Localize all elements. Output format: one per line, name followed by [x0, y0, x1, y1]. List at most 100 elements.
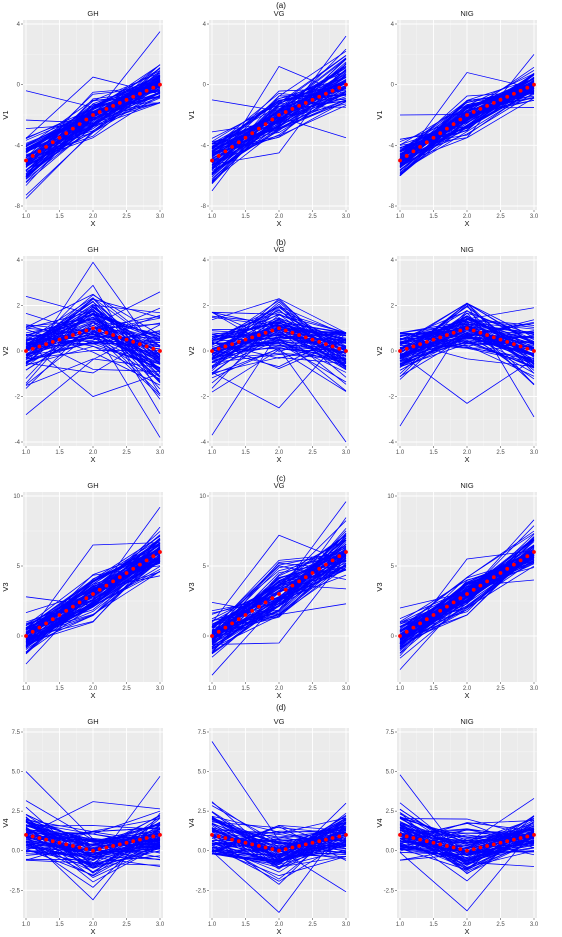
- mean-point: [24, 158, 28, 163]
- curve-line: [25, 319, 161, 335]
- x-tick-label: 2.5: [308, 922, 317, 928]
- panel-nig: NIG 1.0 1.5 2.0 2.5 3.0 -4 -2 0 2 4 X V2: [375, 245, 539, 464]
- curve-line: [211, 534, 347, 623]
- x-tick-label: 1.0: [396, 214, 405, 220]
- mean-point: [451, 845, 456, 850]
- curve-line: [25, 86, 161, 165]
- simulated-curves: [399, 54, 535, 176]
- mean-point: [77, 330, 82, 335]
- mean-point: [445, 604, 449, 609]
- curve-line: [211, 316, 347, 361]
- mean-point: [310, 97, 315, 102]
- curve-line: [211, 818, 347, 885]
- mean-point: [57, 337, 62, 342]
- mean-point: [277, 113, 281, 117]
- curve-line: [399, 86, 535, 140]
- mean-point: [525, 85, 530, 90]
- simulated-curves: [211, 298, 347, 443]
- mean-point: [404, 154, 409, 158]
- mean-point: [37, 625, 42, 630]
- y-axis-label: V1: [1, 110, 10, 119]
- mean-point: [111, 333, 115, 337]
- mean-point: [151, 85, 156, 90]
- mean-point: [44, 837, 48, 842]
- mean-point: [431, 840, 436, 845]
- mean-point: [64, 131, 69, 136]
- x-tick-label: 2.0: [89, 686, 98, 692]
- y-tick-label: -2: [15, 395, 21, 401]
- x-tick-label: 2.0: [463, 922, 472, 928]
- curve-line: [25, 825, 161, 842]
- y-tick-label: -8: [201, 204, 207, 210]
- y-tick-label: -4: [201, 440, 207, 446]
- x-tick-label: 3.0: [342, 686, 351, 692]
- mean-point: [210, 349, 214, 353]
- mean-point: [525, 346, 530, 351]
- mean-point: [71, 604, 75, 609]
- mean-point: [424, 617, 429, 622]
- row-a: (a) GH 1.0 1.5 2.0 2.5 3.0 -8 -4 0 4 X V1 VG 1.0 1.5 2.0…: [1, 1, 539, 228]
- mean-point: [243, 135, 248, 140]
- mean-point: [223, 625, 228, 630]
- mean-point: [124, 571, 129, 575]
- mean-point: [144, 558, 149, 563]
- curve-line: [399, 825, 535, 864]
- mean-curve: [210, 326, 348, 353]
- mean-point: [317, 340, 322, 344]
- mean-point: [398, 634, 402, 638]
- mean-point: [283, 110, 288, 114]
- y-tick-label: 0: [391, 634, 395, 640]
- mean-point: [263, 600, 268, 605]
- mean-point: [104, 583, 109, 588]
- y-tick-label: 2.5: [198, 809, 207, 815]
- mean-point: [398, 158, 402, 163]
- mean-point: [243, 840, 248, 845]
- curve-line: [25, 814, 161, 859]
- curve-line: [399, 533, 535, 641]
- curve-line: [399, 555, 535, 647]
- mean-point: [117, 335, 122, 340]
- curve-line: [25, 334, 161, 348]
- mean-curve: [210, 832, 348, 853]
- curve-line: [211, 306, 347, 366]
- mean-point: [144, 344, 149, 349]
- y-tick-label: 2.5: [386, 809, 395, 815]
- panel-title: VG: [274, 9, 285, 18]
- curve-line: [25, 349, 161, 360]
- curve-line: [25, 284, 161, 395]
- curve-line: [25, 544, 161, 629]
- mean-point: [30, 834, 35, 839]
- curve-line: [25, 832, 161, 847]
- mean-point: [24, 832, 28, 837]
- curve-line: [211, 332, 347, 364]
- y-tick-label: 2: [203, 304, 207, 310]
- x-axis-label: X: [90, 691, 95, 700]
- curve-line: [25, 827, 161, 839]
- mean-point: [210, 158, 214, 163]
- x-tick-label: 3.0: [156, 922, 165, 928]
- x-tick-label: 2.0: [275, 214, 284, 220]
- x-tick-label: 1.5: [55, 686, 64, 692]
- x-tick-label: 1.5: [241, 214, 250, 220]
- mean-point: [91, 326, 95, 331]
- mean-point: [418, 837, 422, 842]
- y-tick-label: -4: [389, 143, 395, 149]
- y-tick-label: 0: [203, 83, 207, 89]
- mean-curve: [398, 832, 536, 853]
- curve-line: [399, 553, 535, 640]
- mean-curve: [24, 550, 162, 638]
- panel-title: GH: [87, 481, 98, 490]
- mean-point: [30, 629, 35, 634]
- mean-point: [77, 845, 82, 850]
- x-tick-label: 1.0: [22, 686, 31, 692]
- mean-point: [451, 122, 456, 126]
- mean-point: [277, 592, 281, 596]
- mean-point: [77, 600, 82, 605]
- mean-point: [44, 144, 48, 149]
- mean-point: [263, 845, 268, 850]
- curve-line: [211, 345, 347, 359]
- panel-vg: VG 1.0 1.5 2.0 2.5 3.0 -8 -4 0 4 X V1: [187, 9, 351, 228]
- x-axis-label: X: [464, 927, 469, 936]
- mean-point: [532, 832, 536, 837]
